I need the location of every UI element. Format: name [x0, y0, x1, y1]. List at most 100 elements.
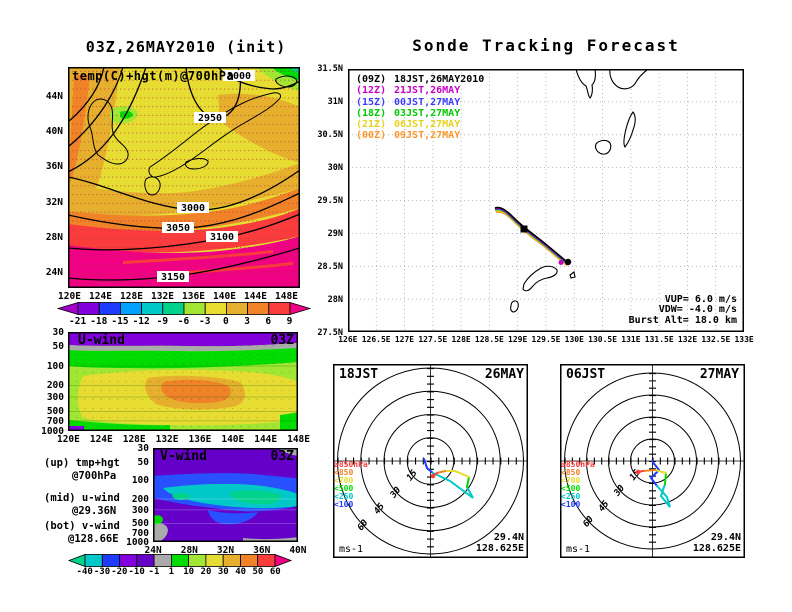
annotation-line: VDW= -4.0 m/s	[658, 304, 737, 316]
colorbar-tick-label: -30	[93, 567, 111, 577]
colorbar-tick-label: -15	[111, 316, 129, 327]
svg-text:15: 15	[628, 468, 643, 483]
lon-tick-label: 136E	[182, 291, 205, 302]
lon-tick-label: 126E	[338, 335, 358, 344]
legend-label: 09JST,27MAY	[394, 130, 461, 142]
lon-tick-label: 132.5E	[701, 335, 731, 344]
lon-tick-label: 126.5E	[361, 335, 391, 344]
lat-tick-label: 40N	[45, 126, 63, 138]
uwind-dot-grid	[68, 332, 298, 431]
vwind-p-tick: 30	[137, 443, 149, 454]
lat-tick-label: 30N	[327, 163, 343, 174]
colorbar-tick-label: -20	[111, 567, 128, 577]
lat-tick-label: 28.5N	[317, 261, 343, 272]
sonde-coastlines	[510, 69, 649, 313]
caption-up2: @700hPa	[72, 470, 117, 482]
lon-tick-label: 132E	[151, 291, 174, 302]
colorbar-tick-label: -1	[148, 567, 160, 577]
lat-tick-label: 36N	[45, 161, 63, 173]
hodo1-trace	[423, 458, 474, 499]
caption-up: (up) tmp+hgt	[44, 457, 120, 469]
hodo-legend-item: <700	[334, 475, 354, 485]
map1-title: 03Z,26MAY2010 (init)	[85, 38, 287, 56]
svg-text:3000: 3000	[181, 203, 205, 214]
lon-tick-label: 148E	[275, 291, 298, 302]
caption-bot: (bot) v-wind	[44, 520, 120, 532]
lat-tick-label: 31.5N	[317, 64, 343, 75]
hodo1-legend: ≥850hPa <850 <700 <500 <250 <100	[334, 461, 368, 508]
legend-item: (18Z) 03JST,27MAY	[356, 108, 484, 119]
hodo-legend-item: <250	[561, 491, 581, 501]
hodo-legend-item: ≥850hPa	[334, 460, 368, 469]
hodo2-date: 27MAY	[699, 367, 739, 382]
hodo-legend-item: <100	[334, 499, 354, 509]
vwind-gray-bl	[153, 523, 168, 542]
uwind-border	[68, 332, 298, 431]
hodo2-time: 06JST	[566, 367, 606, 382]
lat-tick-label: 24N	[45, 266, 63, 278]
lat-tick-label: 29.5N	[317, 196, 343, 206]
lon-tick-label: 144E	[244, 291, 267, 302]
hodo1-date: 26MAY	[484, 367, 524, 382]
legend-label: 03JST,27MAY	[394, 107, 461, 119]
vwind-plot	[153, 448, 298, 542]
legend-item: (21Z) 06JST,27MAY	[356, 119, 484, 130]
map1-contour-labels: 2950 3000 3000 3050 3100 3150	[157, 70, 255, 283]
lat-tick-label: 31N	[327, 97, 343, 108]
colorbar-tick-label: -9	[156, 316, 169, 327]
lon-tick-label: 127E	[394, 335, 415, 344]
lon-tick-label: 128E	[120, 291, 143, 302]
legend-label: 18JST,26MAY2010	[394, 74, 485, 85]
colorbar-tick-label: 10	[183, 567, 195, 577]
lon-tick-label: 129E	[508, 335, 528, 344]
uwind-p-tick: 30	[52, 327, 64, 338]
lon-tick-label: 132E	[155, 434, 179, 445]
legend-tag: (18Z)	[356, 107, 387, 119]
hodo1-border	[333, 364, 528, 558]
lat-tick-label: 28N	[45, 231, 63, 243]
hodo-legend-item: <100	[561, 499, 581, 509]
colorbar-tick-label: -12	[132, 316, 150, 327]
svg-text:30: 30	[388, 485, 404, 501]
map1-border	[68, 67, 300, 288]
colorbar-tick-label: -40	[76, 567, 93, 577]
vwind-p-tick: 50	[137, 457, 149, 468]
lat-tick-label: 30.5N	[317, 130, 343, 141]
vwind-gray-tr	[278, 448, 298, 456]
colorbar-tick-label: -21	[69, 316, 87, 327]
lon-tick-label: 136E	[188, 434, 212, 445]
caption-mid2: @29.36N	[72, 505, 117, 517]
sonde-trajectories	[494, 206, 568, 267]
uwind-p-tick: 50	[52, 341, 64, 352]
legend-tag: (21Z)	[356, 119, 387, 131]
vwind-lat-axis: 24N 28N 32N 36N 40N	[135, 545, 316, 556]
colorbar-tick-label: -3	[198, 316, 211, 327]
vwind-pressure-lines	[153, 498, 298, 524]
colorbar-tick-label: 50	[252, 567, 264, 577]
hodo1-unit: ms-1	[339, 544, 364, 555]
lat-tick-label: 32N	[216, 545, 235, 556]
lon-tick-label: 144E	[254, 434, 278, 445]
uwind-label: U-wind	[78, 333, 125, 348]
uwind-lon-axis: 120E 124E 128E 132E 136E 140E 144E 148E	[52, 434, 315, 445]
colorbar-tick-label: 30	[217, 567, 229, 577]
hodograph1-plot: 15 30 45 60	[333, 364, 528, 558]
uwind-p-tick: 1000	[41, 426, 64, 437]
colorbar-tick-label: 0	[223, 316, 229, 327]
vwind-p-tick: 1000	[126, 537, 149, 548]
lon-tick-label: 120E	[58, 291, 81, 302]
sonde-map	[348, 69, 744, 332]
hodo2-location: 29.4N 128.625E	[641, 532, 741, 554]
sonde-annotations: VUP= 6.0 m/s VDW= -4.0 m/s Burst Alt= 18.0…	[577, 294, 737, 326]
lat-tick-label: 40N	[289, 545, 307, 556]
lat-tick-label: 32N	[45, 196, 63, 208]
lon-tick-label: 132E	[677, 335, 698, 344]
sonde-burst-marker	[520, 225, 528, 233]
legend-label: 06JST,27MAY	[394, 119, 461, 131]
hodo2-lon: 128.625E	[692, 542, 741, 554]
sonde-lat-axis: 31.5N 31N 30.5N 30N 29.5N 29N 28.5N 28N 27.5N	[310, 53, 346, 349]
legend-tag: (15Z)	[356, 96, 387, 108]
svg-text:3050: 3050	[166, 223, 190, 234]
caption-bot2: @128.66E	[68, 533, 119, 545]
lon-tick-label: 140E	[213, 291, 236, 302]
